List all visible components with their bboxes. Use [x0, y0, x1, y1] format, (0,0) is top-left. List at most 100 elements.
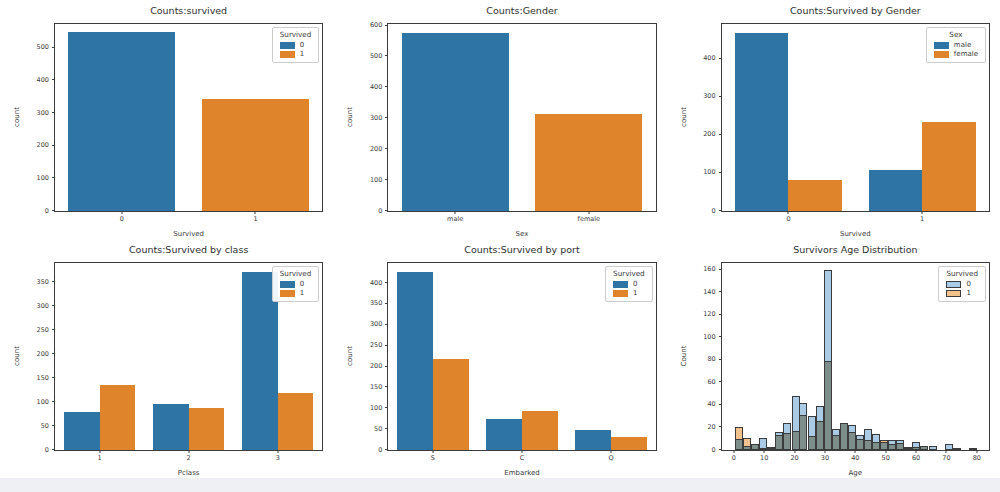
x-tick-label: female [578, 216, 600, 223]
y-tick-label: 120 [703, 312, 715, 319]
y-tick-mark [385, 55, 388, 56]
blue-swatch-icon [934, 42, 949, 49]
y-tick-label: 200 [703, 132, 715, 139]
blue-swatch-icon [280, 281, 295, 288]
y-tick-label: 400 [37, 77, 49, 84]
hist-bar-overlap [808, 436, 816, 450]
y-tick-mark [52, 305, 55, 306]
legend-title: Survived [280, 269, 312, 278]
y-axis-label: count [13, 107, 21, 127]
legend: Sex male female [926, 27, 986, 63]
y-tick-mark [52, 449, 55, 450]
x-tick-mark [432, 450, 433, 453]
y-tick-mark [385, 25, 388, 26]
y-tick-mark [719, 336, 722, 337]
y-tick-label: 0 [378, 208, 382, 215]
y-tick-label: 150 [370, 384, 382, 391]
legend-title: Survived [946, 269, 978, 278]
x-axis-label: Embarked [387, 469, 656, 477]
y-tick-label: 500 [370, 53, 382, 60]
legend-entry: 1 [613, 290, 645, 297]
bar-male [869, 170, 922, 212]
bar-female [535, 114, 642, 211]
hist-bar-overlap [880, 442, 888, 450]
hist-bar-overlap [848, 432, 856, 450]
y-tick-mark [385, 148, 388, 149]
hist-bar-overlap [751, 444, 759, 450]
hist-bar-overlap [824, 361, 832, 450]
legend-entry: female [934, 51, 978, 58]
hist-bar-overlap [856, 439, 864, 450]
y-tick-mark [719, 172, 722, 173]
x-tick-label: 0 [786, 216, 790, 223]
hist-bar-overlap [735, 439, 743, 450]
legend-entry: male [934, 42, 978, 49]
x-tick-label: 10 [760, 455, 768, 462]
y-tick-mark [385, 282, 388, 283]
legend-entry-label: 1 [966, 290, 970, 297]
axes-area: 050100150200250300350400SCQSurvived01 [387, 262, 656, 451]
axes-area: 010020030040050001Survived01 [54, 23, 323, 212]
y-tick-label: 100 [370, 177, 382, 184]
y-tick-label: 150 [37, 375, 49, 382]
legend-entry-label: 0 [300, 281, 304, 288]
legend-entry-label: female [954, 51, 978, 58]
subplot-survived-by-gender: Counts:Survived by GendercountSurvived01… [667, 0, 1000, 239]
y-tick-label: 400 [370, 84, 382, 91]
bar-1 [278, 393, 314, 450]
x-tick-label: 1 [253, 216, 257, 223]
y-tick-label: 100 [370, 405, 382, 412]
x-tick-label: Q [609, 455, 614, 462]
x-tick-mark [255, 211, 256, 214]
axes-area: 010020030040001Sexmalefemale [721, 23, 990, 212]
x-tick-mark [611, 450, 612, 453]
legend-title: Sex [934, 30, 978, 39]
legend-entry: 0 [280, 281, 312, 288]
hist-bar-overlap [775, 435, 783, 450]
bar-0 [486, 419, 522, 450]
x-tick-mark [824, 450, 825, 453]
plot-title: Counts:Survived by class [54, 244, 323, 255]
orange-swatch-icon [613, 290, 628, 297]
y-tick-mark [719, 404, 722, 405]
x-tick-mark [885, 450, 886, 453]
x-tick-mark [794, 450, 795, 453]
hist-bar-not-survived [945, 444, 953, 450]
hist-bar-not-survived [929, 446, 937, 451]
orange-swatch-icon [934, 51, 949, 58]
y-tick-label: 0 [45, 208, 49, 215]
y-tick-label: 100 [37, 399, 49, 406]
y-axis-label: count [346, 107, 354, 127]
legend: Survived01 [605, 266, 653, 302]
orange-swatch-icon [280, 51, 295, 58]
x-axis-label: Pclass [54, 469, 323, 477]
bar-0 [68, 32, 175, 211]
legend-entry: 0 [613, 281, 645, 288]
x-tick-mark [976, 450, 977, 453]
y-tick-label: 500 [37, 45, 49, 52]
y-tick-mark [52, 79, 55, 80]
legend-entry: 1 [280, 290, 312, 297]
y-tick-mark [52, 47, 55, 48]
y-tick-mark [385, 210, 388, 211]
legend-entry-label: 0 [966, 281, 970, 288]
y-axis-label: count [680, 107, 688, 127]
y-tick-mark [385, 386, 388, 387]
x-tick-label: 20 [790, 455, 798, 462]
x-tick-mark [588, 211, 589, 214]
x-tick-mark [121, 211, 122, 214]
hist-bar-overlap [912, 447, 920, 450]
y-tick-label: 400 [703, 55, 715, 62]
x-tick-mark [855, 450, 856, 453]
x-tick-label: 3 [276, 455, 280, 462]
y-tick-mark [52, 425, 55, 426]
y-tick-label: 100 [703, 334, 715, 341]
plot-title: Survivors Age Distribution [721, 244, 990, 255]
y-axis-label: Count [680, 345, 688, 366]
hist-bar-overlap [904, 448, 912, 450]
x-tick-label: 80 [973, 455, 981, 462]
axes-area: 050100150200250300350123Survived01 [54, 262, 323, 451]
y-tick-mark [385, 117, 388, 118]
plot-title: Counts:survived [54, 5, 323, 16]
y-tick-label: 20 [707, 424, 715, 431]
